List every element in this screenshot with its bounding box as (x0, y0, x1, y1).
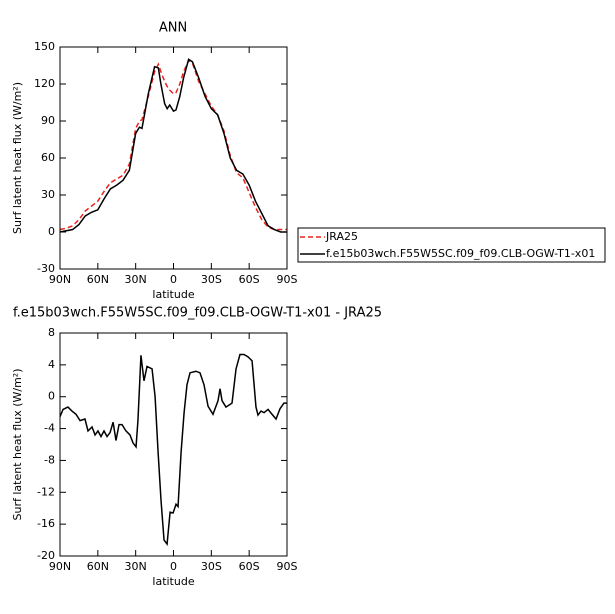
x-tick-label: 30S (201, 560, 222, 573)
x-tick-label: 90S (277, 273, 298, 286)
x-tick-label: 0 (170, 273, 177, 286)
y-tick-label: 60 (41, 151, 55, 164)
x-tick-label: 90N (49, 273, 71, 286)
legend-box (297, 227, 606, 263)
y-tick-label: 120 (34, 77, 55, 90)
y-tick-label: 30 (41, 188, 55, 201)
x-tick-label: 30N (125, 560, 147, 573)
x-tick-label: 30S (201, 273, 222, 286)
chart-title: ANN (159, 21, 187, 36)
y-axis-label: Surf latent heat flux (W/m²) (11, 369, 24, 521)
x-tick-label: 30N (125, 273, 147, 286)
legend-label: JRA25 (325, 230, 358, 243)
x-tick-label: 60S (239, 273, 260, 286)
y-tick-label: 0 (48, 390, 55, 403)
y-tick-label: 4 (48, 358, 55, 371)
data-line (59, 353, 287, 547)
x-tick-label: 0 (170, 560, 177, 573)
y-tick-label: -4 (44, 422, 55, 435)
legend-label: f.e15b03wch.F55W5SC.f09_f09.CLB-OGW-T1-x… (326, 247, 595, 260)
y-tick-label: -30 (37, 262, 55, 275)
x-axis-label: latitude (152, 288, 194, 301)
y-tick-label: 0 (48, 225, 55, 238)
x-tick-label: 60N (87, 560, 109, 573)
chart-title: f.e15b03wch.F55W5SC.f09_f09.CLB-OGW-T1-x… (13, 306, 382, 321)
y-tick-label: -16 (37, 517, 55, 530)
y-tick-label: -8 (44, 453, 55, 466)
x-axis-label: latitude (152, 575, 194, 588)
y-tick-label: 150 (34, 40, 55, 53)
y-axis-label: Surf latent heat flux (W/m²) (11, 82, 24, 234)
x-tick-label: 90N (49, 560, 71, 573)
y-tick-label: -12 (37, 485, 55, 498)
x-tick-label: 90S (277, 560, 298, 573)
data-line (59, 59, 287, 231)
plot-frame (59, 46, 288, 270)
y-tick-label: 8 (48, 326, 55, 339)
x-tick-label: 60S (239, 560, 260, 573)
data-line (59, 58, 287, 233)
y-tick-label: -20 (37, 549, 55, 562)
x-tick-label: 60N (87, 273, 109, 286)
y-tick-label: 90 (41, 114, 55, 127)
